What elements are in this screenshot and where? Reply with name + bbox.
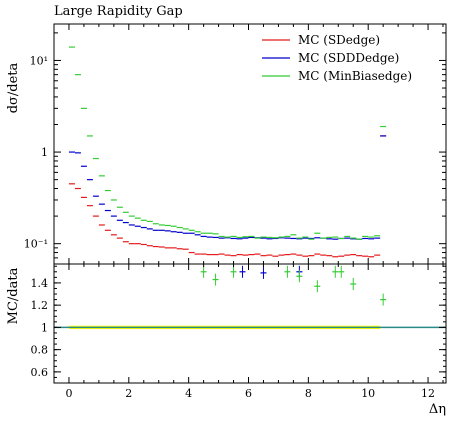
legend-label-sdedge: MC (SDedge) bbox=[298, 33, 380, 47]
ratio-plot-panel: 0 2 4 6 8 10 12 0.6 0.8 1 1.2 1.4 MC/data bbox=[6, 263, 447, 400]
x-tick-label: 8 bbox=[305, 387, 312, 400]
main-plot-panel: 10⁻¹ 1 10¹ dσ/deta MC (SDedge) MC (SDDDedg… bbox=[6, 23, 447, 265]
x-tick-label: 0 bbox=[65, 387, 72, 400]
legend-label-sdddedge: MC (SDDDedge) bbox=[298, 51, 399, 65]
ratio-y-axis-label: MC/data bbox=[6, 267, 21, 324]
y-tick-label: 10⁻¹ bbox=[24, 238, 48, 251]
x-axis-label: Δη bbox=[429, 402, 446, 417]
legend-label-minbiasedge: MC (MinBiasedge) bbox=[298, 69, 412, 83]
ratio-y-tick-label: 1.4 bbox=[31, 277, 49, 290]
x-tick-label: 2 bbox=[125, 387, 132, 400]
x-tick-label: 4 bbox=[185, 387, 192, 400]
ratio-plot-markers bbox=[200, 265, 387, 306]
ratio-plot-frame bbox=[53, 263, 447, 384]
y-tick-label: 10¹ bbox=[30, 54, 48, 67]
legend: MC (SDedge) MC (SDDDedge) MC (MinBiasedg… bbox=[262, 33, 412, 83]
ratio-y-tick-label: 0.8 bbox=[31, 344, 49, 357]
main-y-axis-label: dσ/deta bbox=[6, 62, 21, 113]
y-tick-label: 1 bbox=[41, 146, 48, 159]
x-tick-label: 10 bbox=[361, 387, 375, 400]
x-tick-label: 6 bbox=[245, 387, 252, 400]
ratio-y-tick-label: 0.6 bbox=[31, 366, 49, 379]
main-plot-markers bbox=[68, 46, 387, 258]
chart-title: Large Rapidity Gap bbox=[54, 4, 183, 19]
ratio-y-tick-label: 1.2 bbox=[31, 299, 49, 312]
x-tick-label: 12 bbox=[421, 387, 435, 400]
main-plot-ticks: 10⁻¹ 1 10¹ bbox=[24, 24, 446, 265]
ratio-plot-ticks: 0 2 4 6 8 10 12 0.6 0.8 1 1.2 1.4 bbox=[31, 264, 446, 400]
ratio-y-tick-label: 1 bbox=[41, 321, 48, 334]
